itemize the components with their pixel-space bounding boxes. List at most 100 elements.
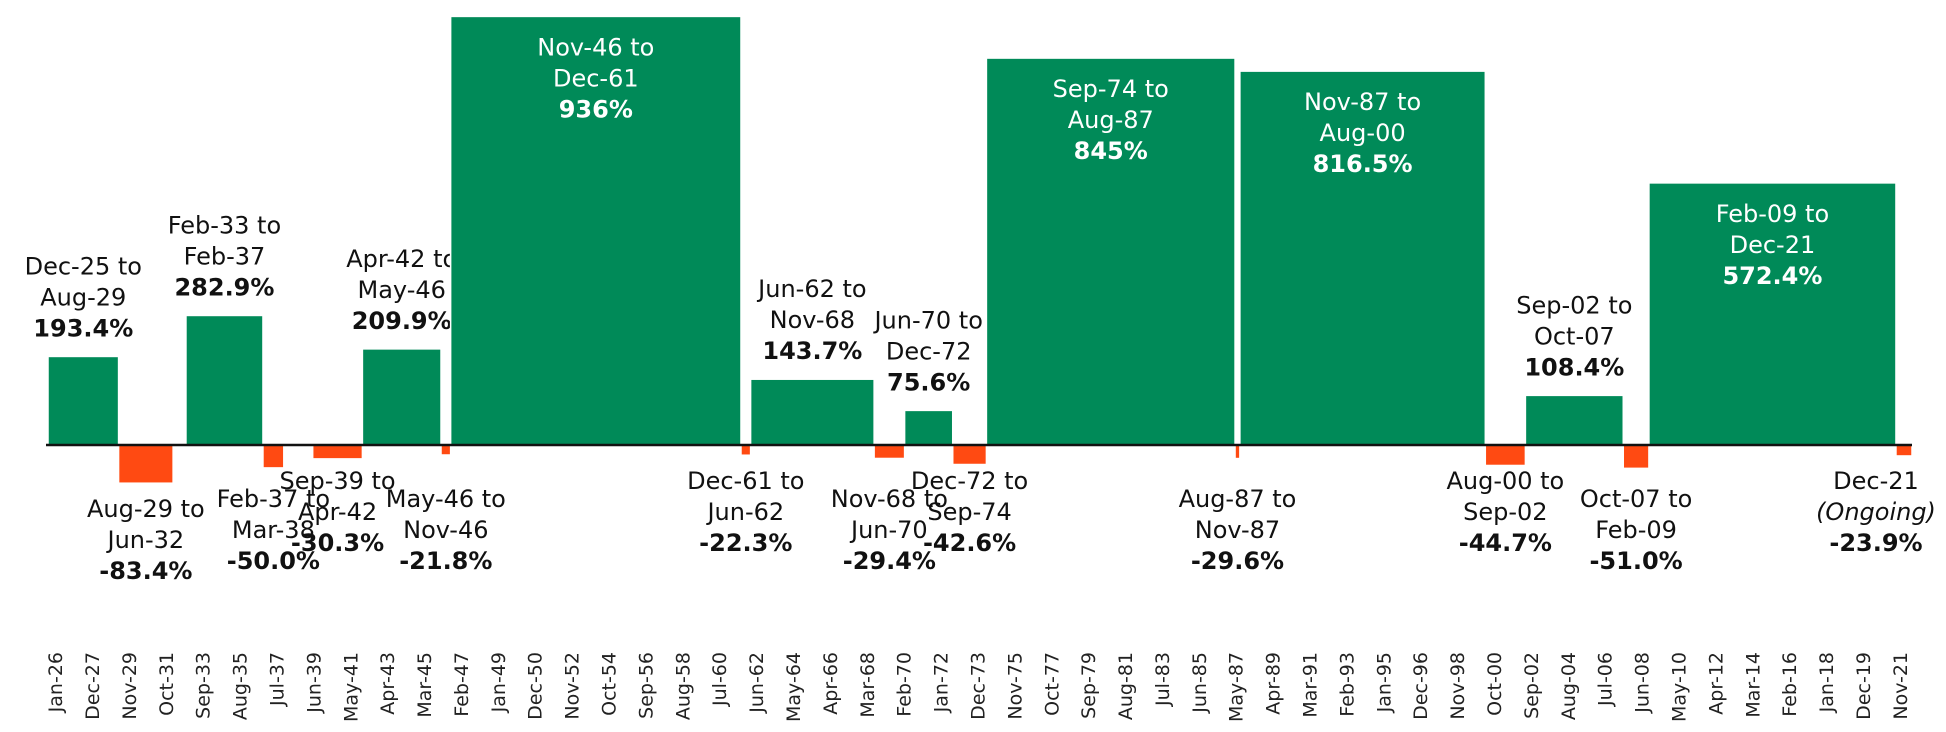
period-label: Jun-62 to [756, 275, 866, 303]
x-tick-label: Jun-39 [303, 652, 325, 714]
x-tick-label: Aug-04 [1558, 652, 1580, 720]
period-label: Aug-87 to [1179, 485, 1297, 513]
x-tick-label: Sep-56 [635, 652, 657, 719]
period-label: Jun-62 [705, 498, 784, 526]
x-tick-label: May-10 [1668, 652, 1690, 722]
x-tick-label: Feb-70 [894, 652, 916, 717]
period-label: Nov-46 [403, 516, 488, 544]
period-label: Jun-32 [106, 526, 185, 554]
x-tick-label: Mar-91 [1300, 652, 1322, 718]
bar [1239, 70, 1487, 446]
value-label: -42.6% [923, 529, 1016, 557]
bar [740, 444, 752, 456]
bar [873, 444, 906, 460]
x-tick-label: Nov-98 [1447, 652, 1469, 720]
bar [903, 409, 954, 446]
bar [985, 57, 1236, 446]
x-tick-label: Jan-95 [1373, 652, 1395, 713]
bar [47, 355, 120, 446]
period-label: Feb-37 to [217, 485, 330, 513]
period-label: Mar-38 [232, 516, 315, 544]
period-label: Aug-29 to [87, 495, 205, 523]
x-tick-label: Nov-52 [562, 652, 584, 720]
value-label: -51.0% [1589, 547, 1682, 575]
value-label: 936% [559, 95, 633, 123]
bar [117, 444, 174, 484]
period-label: Sep-02 to [1516, 291, 1632, 319]
x-tick-label: Nov-29 [119, 652, 141, 720]
period-label: Sep-39 to [279, 467, 395, 495]
x-tick-label: Oct-00 [1484, 652, 1506, 716]
period-label: Aug-29 [40, 283, 126, 311]
period-label: Oct-07 to [1580, 485, 1692, 513]
x-tick-label: Jul-37 [266, 652, 288, 707]
value-label: 816.5% [1313, 150, 1413, 178]
period-label: Dec-25 to [25, 252, 142, 280]
x-tick-label: Dec-96 [1410, 652, 1432, 720]
value-label: -29.4% [843, 547, 936, 575]
x-tick-label: Jul-60 [709, 652, 731, 707]
x-tick-label: Apr-12 [1705, 652, 1727, 715]
x-tick-label: Jun-62 [746, 652, 768, 714]
period-label: Sep-02 [1463, 498, 1547, 526]
period-label: Nov-87 [1195, 516, 1280, 544]
x-tick-label: May-64 [783, 652, 805, 722]
value-label: 75.6% [887, 368, 970, 396]
x-tick-label: Aug-35 [230, 652, 252, 720]
value-label: 845% [1074, 137, 1148, 165]
bar [185, 314, 264, 446]
value-label: 143.7% [762, 337, 862, 365]
period-label: Dec-61 to [687, 467, 804, 495]
value-label: -23.9% [1829, 529, 1922, 557]
x-tick-label: Dec-27 [82, 652, 104, 720]
x-tick-label: Jan-18 [1816, 652, 1838, 713]
period-label: (Ongoing) [1816, 498, 1936, 526]
value-label: -22.3% [699, 529, 792, 557]
x-tick-label: Jun-85 [1189, 652, 1211, 714]
x-tick-label: Aug-81 [1115, 652, 1137, 720]
x-tick-label: Feb-16 [1779, 652, 1801, 717]
x-tick-label: Aug-58 [672, 652, 694, 720]
bar [1648, 182, 1897, 446]
period-label: Apr-42 [298, 498, 377, 526]
value-label: 572.4% [1722, 262, 1822, 290]
value-label: -30.3% [291, 529, 384, 557]
x-tick-label: Jan-49 [488, 652, 510, 713]
value-label: -21.8% [399, 547, 492, 575]
x-tick-label: Mar-14 [1742, 652, 1764, 718]
x-tick-label: Jan-26 [45, 652, 67, 713]
x-tick-label: Feb-47 [451, 652, 473, 717]
bar [749, 378, 875, 446]
period-label: Dec-21 [1730, 231, 1816, 259]
x-tick-label: Jan-72 [931, 652, 953, 713]
x-tick-label: Apr-66 [820, 652, 842, 715]
period-label: Feb-37 [184, 242, 266, 270]
x-tick-label: May-87 [1226, 652, 1248, 722]
x-tick-label: Dec-19 [1853, 652, 1875, 720]
bar [1622, 444, 1650, 470]
period-label: Feb-09 [1595, 516, 1677, 544]
x-tick-label: Sep-79 [1078, 652, 1100, 719]
bar [1895, 444, 1913, 457]
period-label: Feb-33 to [168, 211, 281, 239]
x-tick-label: Nov-21 [1890, 652, 1912, 720]
period-label: May-46 to [386, 485, 506, 513]
period-label: Nov-46 to [537, 33, 654, 61]
value-label: 193.4% [33, 314, 133, 342]
x-tick-label: Dec-73 [967, 652, 989, 720]
period-label: Aug-00 to [1446, 467, 1564, 495]
period-label: Oct-07 [1534, 322, 1615, 350]
period-label: Sep-74 [927, 498, 1011, 526]
bar [1484, 444, 1527, 467]
bar [449, 15, 742, 446]
bar [951, 444, 988, 466]
period-label: Feb-09 to [1716, 200, 1829, 228]
value-label: 282.9% [174, 273, 274, 301]
x-tick-label: Oct-77 [1041, 652, 1063, 716]
x-tick-label: Nov-75 [1004, 652, 1026, 720]
value-label: -50.0% [227, 547, 320, 575]
period-label: Jun-70 [849, 516, 928, 544]
period-label: Dec-72 to [911, 467, 1028, 495]
x-tick-label: Mar-45 [414, 652, 436, 718]
